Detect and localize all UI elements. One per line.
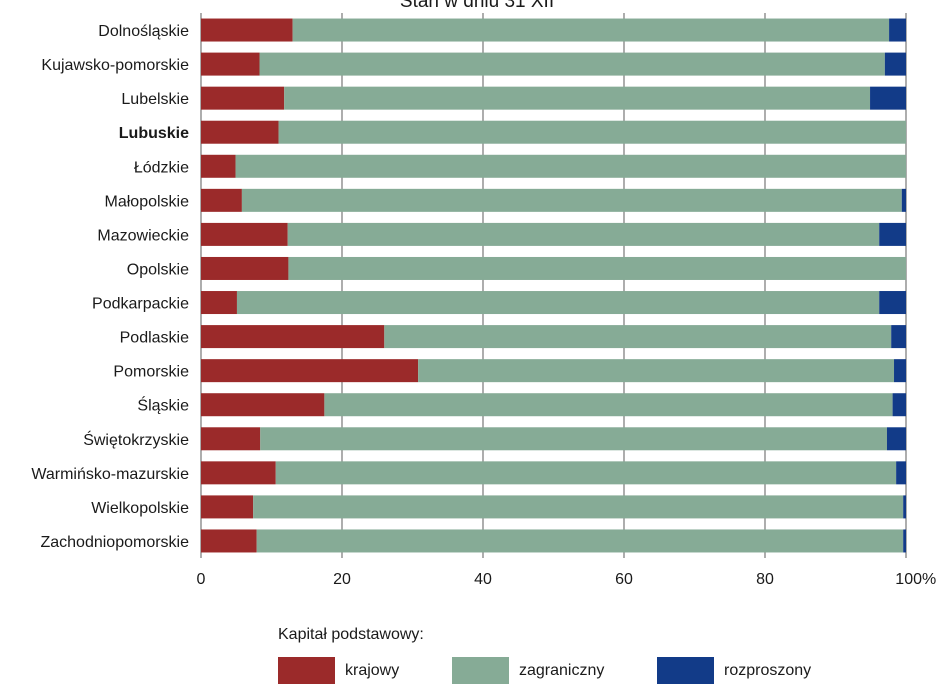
bar-lodzkie-krajowy: [201, 154, 236, 178]
bar-pomorskie-zagraniczny: [418, 359, 895, 383]
category-label-lubuskie: Lubuskie: [119, 125, 189, 142]
bar-swietokrzyskie-krajowy: [201, 427, 261, 451]
bar-lodzkie-zagraniczny: [235, 154, 907, 178]
category-label-malopolskie: Małopolskie: [105, 193, 190, 210]
bar-slaskie-rozproszony: [892, 393, 906, 417]
category-label-lodzkie: Łódzkie: [134, 159, 189, 176]
bar-slaskie-zagraniczny: [324, 393, 893, 417]
bar-podkarpackie-rozproszony: [879, 291, 906, 315]
bar-malopolskie-krajowy: [201, 188, 242, 212]
bar-lubelskie-krajowy: [201, 86, 285, 110]
bar-podlaskie-zagraniczny: [384, 325, 892, 349]
bar-pomorskie-krajowy: [201, 359, 419, 383]
bar-wielkopolskie-zagraniczny: [253, 495, 904, 519]
bar-kujawsko-pomorskie-krajowy: [201, 52, 260, 76]
bar-pomorskie-rozproszony: [894, 359, 906, 383]
category-label-opolskie: Opolskie: [127, 261, 189, 278]
bars: [201, 18, 907, 553]
bar-kujawsko-pomorskie-zagraniczny: [259, 52, 885, 76]
bar-opolskie-zagraniczny: [288, 256, 906, 280]
bar-mazowieckie-zagraniczny: [287, 222, 880, 246]
category-label-wielkopolskie: Wielkopolskie: [91, 500, 189, 517]
chart-title: Stan w dniu 31 XII: [400, 0, 554, 12]
category-label-pomorskie: Pomorskie: [113, 364, 189, 381]
bar-warminsko-mazurskie-krajowy: [201, 461, 276, 485]
x-tick-label-80: 80: [756, 571, 774, 588]
bar-zachodniopomorskie-rozproszony: [903, 529, 906, 553]
bar-podlaskie-krajowy: [201, 325, 385, 349]
bar-podkarpackie-zagraniczny: [236, 291, 880, 315]
x-unit-label: %: [922, 571, 936, 588]
bar-wielkopolskie-krajowy: [201, 495, 254, 519]
bar-zachodniopomorskie-zagraniczny: [256, 529, 904, 553]
x-tick-label-60: 60: [615, 571, 633, 588]
bar-dolnoslaskie-zagraniczny: [292, 18, 890, 42]
bar-warminsko-mazurskie-rozproszony: [896, 461, 906, 485]
bar-dolnoslaskie-krajowy: [201, 18, 293, 42]
bar-swietokrzyskie-rozproszony: [886, 427, 906, 451]
category-label-mazowieckie: Mazowieckie: [97, 227, 189, 244]
category-label-swietokrzyskie: Świętokrzyskie: [83, 430, 189, 449]
bar-slaskie-krajowy: [201, 393, 325, 417]
bar-mazowieckie-krajowy: [201, 222, 288, 246]
category-label-dolnoslaskie: Dolnośląskie: [98, 23, 189, 40]
x-tick-label-0: 0: [197, 571, 206, 588]
bar-podkarpackie-krajowy: [201, 291, 237, 315]
x-tick-label-20: 20: [333, 571, 351, 588]
category-label-podkarpackie: Podkarpackie: [92, 296, 189, 313]
x-axis-ticks: 0 20 40 60 80 100: [197, 571, 923, 588]
category-label-slaskie: Śląskie: [137, 396, 189, 415]
bar-zachodniopomorskie-krajowy: [201, 529, 257, 553]
category-label-kujawsko-pomorskie: Kujawsko-pomorskie: [41, 57, 189, 74]
category-label-lubelskie: Lubelskie: [121, 91, 189, 108]
x-tick-label-100: 100: [895, 571, 922, 588]
bar-dolnoslaskie-rozproszony: [889, 18, 906, 42]
bar-kujawsko-pomorskie-rozproszony: [884, 52, 906, 76]
bar-wielkopolskie-rozproszony: [903, 495, 906, 519]
category-labels: Dolnośląskie Kujawsko-pomorskie Lubelskie L…: [31, 23, 189, 551]
bar-lubuskie-zagraniczny: [278, 120, 906, 144]
bar-malopolskie-rozproszony: [901, 188, 906, 212]
bar-lubuskie-krajowy: [201, 120, 279, 144]
bar-podlaskie-rozproszony: [891, 325, 906, 349]
bar-swietokrzyskie-zagraniczny: [260, 427, 887, 451]
category-label-warminsko-mazurskie: Warmińsko-mazurskie: [31, 466, 189, 483]
bar-mazowieckie-rozproszony: [879, 222, 906, 246]
category-label-podlaskie: Podlaskie: [120, 330, 189, 347]
bar-lubelskie-zagraniczny: [284, 86, 871, 110]
category-label-zachodniopomorskie: Zachodniopomorskie: [40, 534, 189, 551]
bar-warminsko-mazurskie-zagraniczny: [275, 461, 897, 485]
bar-malopolskie-zagraniczny: [241, 188, 902, 212]
bar-opolskie-krajowy: [201, 256, 289, 280]
bar-lubelskie-rozproszony: [870, 86, 906, 110]
x-tick-label-40: 40: [474, 571, 492, 588]
